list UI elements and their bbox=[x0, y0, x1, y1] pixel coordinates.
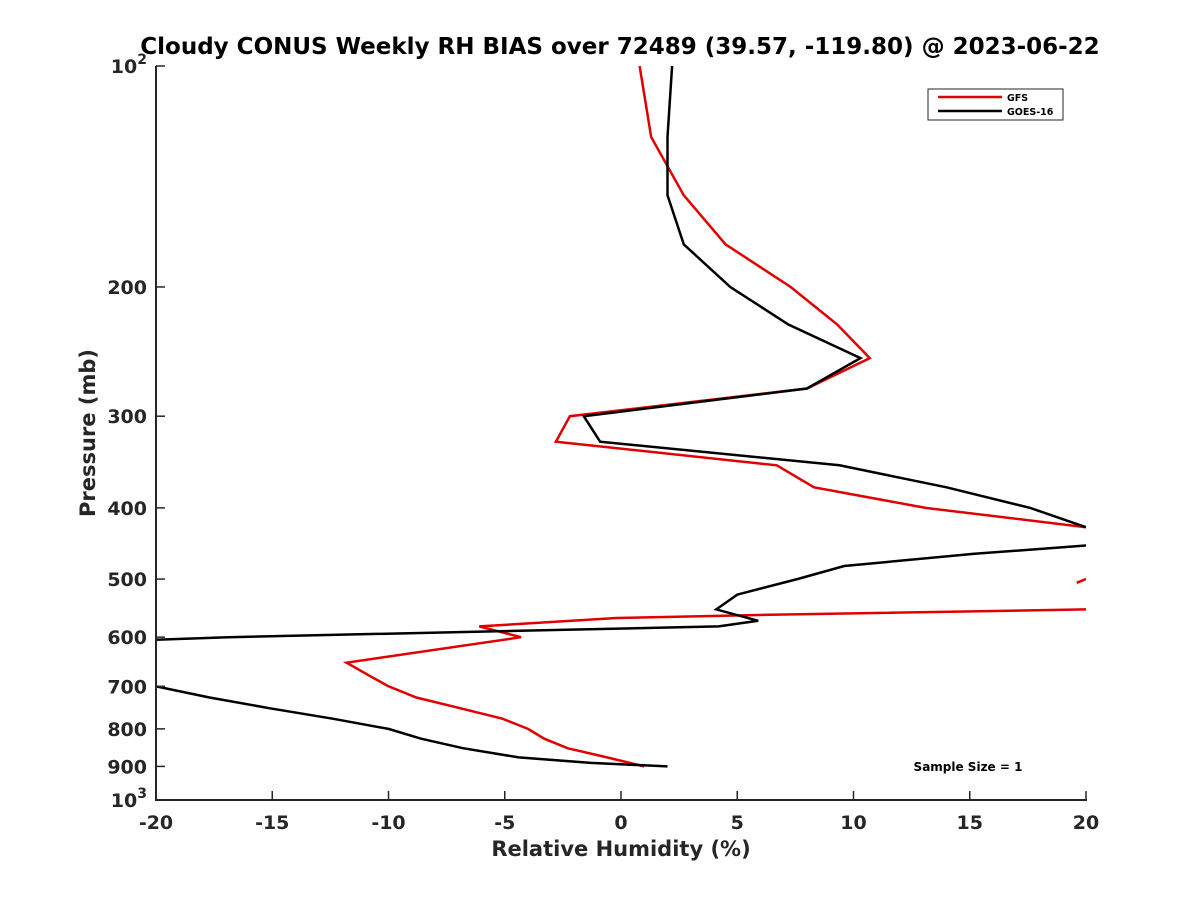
y-tick-label: 900 bbox=[107, 756, 147, 778]
y-tick-label: 103 bbox=[111, 786, 147, 812]
legend-box bbox=[927, 88, 1064, 121]
legend: GFS GOES-16 bbox=[927, 88, 1064, 121]
y-tick-label: 102 bbox=[111, 52, 147, 78]
sample-size-annotation: Sample Size = 1 bbox=[914, 760, 1023, 774]
y-tick-label: 800 bbox=[107, 719, 147, 741]
x-tick-label: -10 bbox=[371, 812, 405, 834]
legend-label-goes16: GOES-16 bbox=[1007, 107, 1054, 118]
x-tick-label: 20 bbox=[1073, 812, 1099, 834]
series-line-gfs-1 bbox=[1076, 577, 1086, 584]
y-tick-base: 10 bbox=[111, 790, 137, 812]
y-tick-label: 600 bbox=[107, 627, 147, 649]
y-tick-label: 300 bbox=[107, 406, 147, 428]
x-tick-label: 15 bbox=[957, 812, 983, 834]
x-tick-label: -5 bbox=[494, 812, 515, 834]
y-tick-exponent: 2 bbox=[137, 52, 147, 68]
axes bbox=[155, 66, 1087, 801]
legend-label-gfs: GFS bbox=[1007, 93, 1028, 104]
chart-title: Cloudy CONUS Weekly RH BIAS over 72489 (… bbox=[140, 34, 1099, 60]
y-tick-label: 200 bbox=[107, 277, 147, 299]
x-ticks: -20 -15 -10 -5 0 5 10 15 20 bbox=[139, 791, 1099, 834]
series-line-gfs-2 bbox=[342, 608, 1086, 768]
y-tick-label: 500 bbox=[107, 569, 147, 591]
x-tick-label: -15 bbox=[255, 812, 289, 834]
x-axis-label: Relative Humidity (%) bbox=[491, 837, 750, 861]
series-line-goes16-2 bbox=[156, 685, 668, 768]
series-line-goes16-0 bbox=[581, 66, 1086, 529]
series-line-goes16-1 bbox=[156, 544, 1086, 642]
x-tick-label: 0 bbox=[614, 812, 627, 834]
x-tick-label: 5 bbox=[731, 812, 744, 834]
y-tick-exponent: 3 bbox=[137, 786, 147, 802]
y-tick-label: 700 bbox=[107, 676, 147, 698]
x-tick-label: 10 bbox=[840, 812, 866, 834]
plot-series bbox=[156, 66, 1086, 768]
x-tick-label: -20 bbox=[139, 812, 173, 834]
y-axis-label: Pressure (mb) bbox=[76, 349, 100, 517]
y-tick-base: 10 bbox=[111, 56, 137, 78]
series-line-gfs-0 bbox=[553, 66, 1086, 529]
y-tick-label: 400 bbox=[107, 498, 147, 520]
